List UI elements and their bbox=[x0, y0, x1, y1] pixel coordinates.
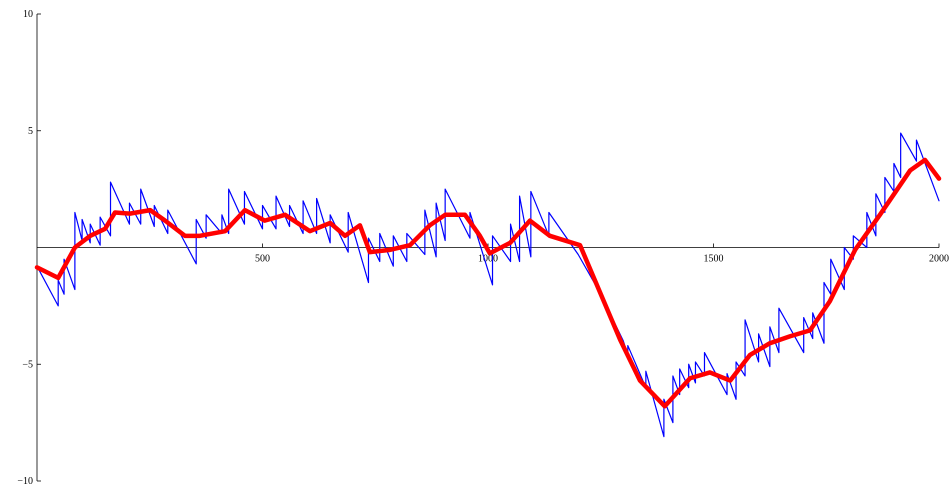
x-tick-label: 500 bbox=[255, 254, 270, 265]
x-tick-label: 1000 bbox=[478, 254, 498, 265]
x-tick-label: 2000 bbox=[929, 254, 949, 265]
data-line bbox=[34, 157, 942, 409]
x-tick-label: 1500 bbox=[704, 254, 724, 265]
data-line bbox=[36, 132, 940, 438]
y-tick-label: −5 bbox=[22, 359, 33, 370]
y-tick-label: −10 bbox=[17, 476, 33, 487]
y-tick-label: 5 bbox=[28, 126, 33, 137]
y-tick-label: 10 bbox=[23, 9, 33, 20]
